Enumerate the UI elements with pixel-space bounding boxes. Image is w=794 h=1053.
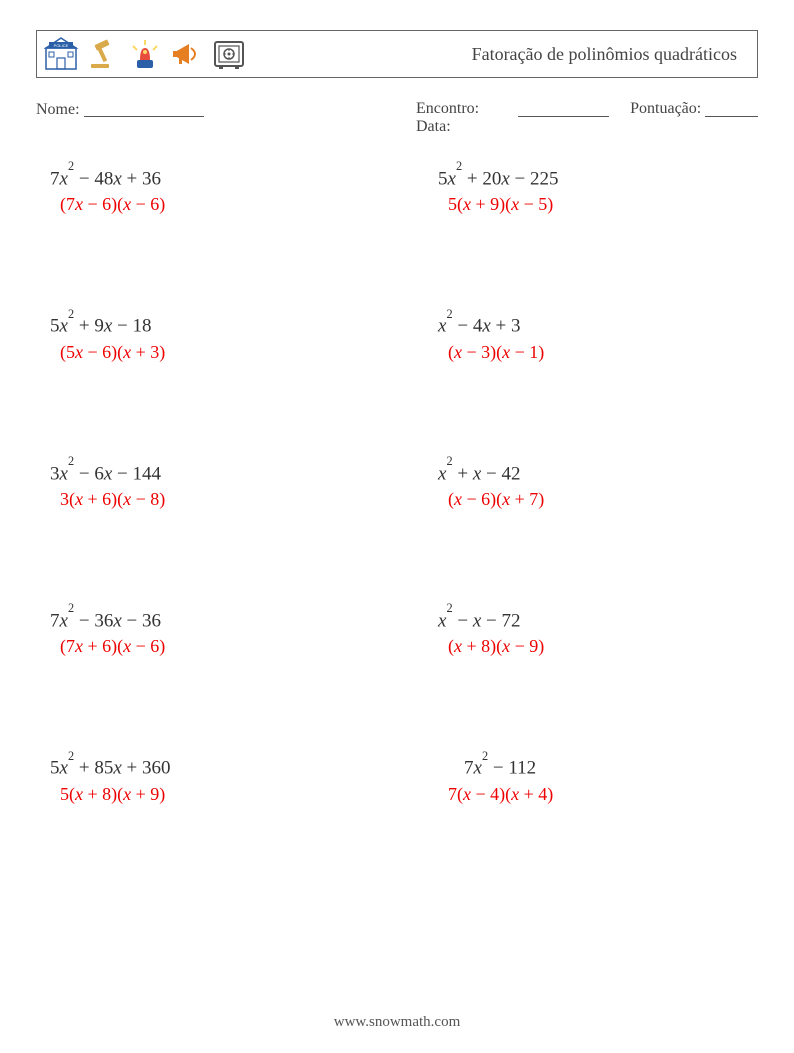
problem-answer: (x − 3)(x − 1) (438, 342, 738, 363)
problem-cell: x2 − 4x + 3 (x − 3)(x − 1) (438, 313, 738, 362)
problem-expression: 7x2 − 36x − 36 (50, 608, 438, 632)
footer-url: www.snowmath.com (0, 1014, 794, 1031)
date-label: Encontro: Data: (416, 100, 514, 136)
problem-cell: 3x2 − 6x − 144 3(x + 6)(x − 8) (50, 461, 438, 510)
gavel-icon (85, 36, 121, 72)
problem-answer: 5(x + 9)(x − 5) (438, 194, 738, 215)
problem-row: 5x2 + 85x + 360 5(x + 8)(x + 9) 7x2 − 11… (50, 755, 758, 804)
problem-cell: 5x2 + 85x + 360 5(x + 8)(x + 9) (50, 755, 438, 804)
problem-answer: (5x − 6)(x + 3) (50, 342, 438, 363)
problem-answer: 3(x + 6)(x − 8) (50, 489, 438, 510)
problem-expression: x2 + x − 42 (438, 461, 738, 485)
problem-cell: 7x2 − 48x + 36 (7x − 6)(x − 6) (50, 166, 438, 215)
problem-answer: (7x − 6)(x − 6) (50, 194, 438, 215)
score-blank (705, 103, 758, 117)
siren-icon (127, 36, 163, 72)
problem-expression: x2 − x − 72 (438, 608, 738, 632)
problem-cell: x2 + x − 42 (x − 6)(x + 7) (438, 461, 738, 510)
problem-expression: x2 − 4x + 3 (438, 313, 738, 337)
problem-row: 5x2 + 9x − 18 (5x − 6)(x + 3) x2 − 4x + … (50, 313, 758, 362)
problem-expression: 7x2 − 48x + 36 (50, 166, 438, 190)
problem-answer: 5(x + 8)(x + 9) (50, 784, 438, 805)
problem-cell: 5x2 + 20x − 225 5(x + 9)(x − 5) (438, 166, 738, 215)
info-row: Nome: Encontro: Data: Pontuação: (36, 100, 758, 136)
problem-expression: 5x2 + 9x − 18 (50, 313, 438, 337)
problem-answer: (7x + 6)(x − 6) (50, 636, 438, 657)
problem-cell: x2 − x − 72 (x + 8)(x − 9) (438, 608, 738, 657)
megaphone-icon (169, 36, 205, 72)
problem-cell: 7x2 − 36x − 36 (7x + 6)(x − 6) (50, 608, 438, 657)
problem-answer: (x − 6)(x + 7) (438, 489, 738, 510)
problems-grid: 7x2 − 48x + 36 (7x − 6)(x − 6) 5x2 + 20x… (36, 166, 758, 805)
problem-row: 3x2 − 6x − 144 3(x + 6)(x − 8) x2 + x − … (50, 461, 758, 510)
problem-answer: 7(x − 4)(x + 4) (438, 784, 738, 805)
problem-expression: 5x2 + 85x + 360 (50, 755, 438, 779)
safe-icon (211, 36, 247, 72)
header-box: POLICE (36, 30, 758, 78)
header-icons: POLICE (43, 36, 247, 72)
problem-row: 7x2 − 48x + 36 (7x − 6)(x − 6) 5x2 + 20x… (50, 166, 758, 215)
problem-row: 7x2 − 36x − 36 (7x + 6)(x − 6) x2 − x − … (50, 608, 758, 657)
problem-expression: 5x2 + 20x − 225 (438, 166, 738, 190)
date-score-field: Encontro: Data: Pontuação: (416, 100, 758, 136)
name-field: Nome: (36, 100, 416, 136)
date-blank (518, 103, 609, 117)
police-station-icon: POLICE (43, 36, 79, 72)
problem-cell: 7x2 − 112 7(x − 4)(x + 4) (438, 755, 738, 804)
worksheet-title: Fatoração de polinômios quadráticos (472, 44, 745, 65)
problem-answer: (x + 8)(x − 9) (438, 636, 738, 657)
problem-expression: 3x2 − 6x − 144 (50, 461, 438, 485)
score-label: Pontuação: (630, 100, 701, 136)
name-blank (84, 103, 204, 117)
problem-expression: 7x2 − 112 (438, 755, 738, 779)
name-label: Nome: (36, 101, 80, 118)
problem-cell: 5x2 + 9x − 18 (5x − 6)(x + 3) (50, 313, 438, 362)
